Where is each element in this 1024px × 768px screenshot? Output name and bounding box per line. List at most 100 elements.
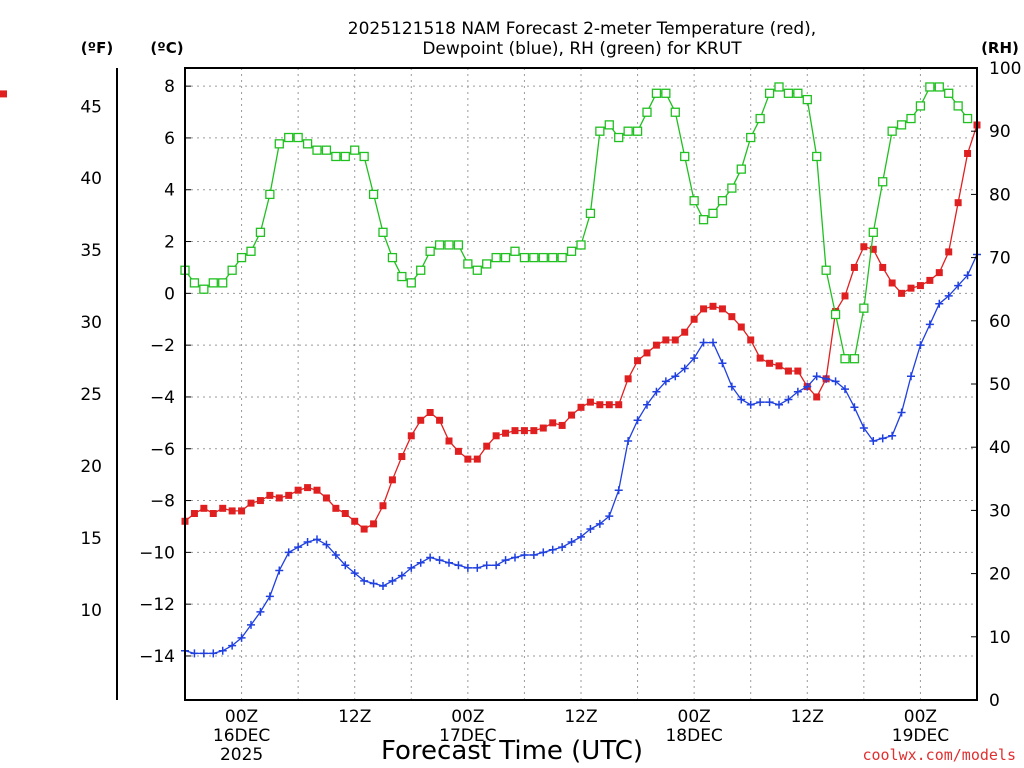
data-point	[821, 265, 831, 275]
data-point	[265, 592, 274, 601]
data-point	[652, 341, 660, 349]
data-point	[727, 183, 737, 193]
data-point	[435, 556, 444, 565]
data-point	[869, 436, 878, 445]
data-point	[728, 313, 736, 321]
data-point	[350, 569, 359, 578]
data-point	[868, 227, 878, 237]
data-point	[189, 278, 200, 288]
data-point	[831, 377, 840, 386]
data-point	[510, 246, 520, 256]
data-point	[585, 208, 596, 219]
fahrenheit-tick-label: 20	[80, 457, 102, 477]
data-point	[841, 385, 849, 394]
data-point	[568, 411, 576, 419]
x-tick-label: 12Z	[791, 707, 824, 727]
data-point	[379, 582, 387, 591]
data-point	[907, 372, 915, 381]
data-point	[945, 248, 953, 256]
data-point	[312, 145, 322, 155]
data-point	[784, 395, 793, 404]
data-point	[643, 349, 651, 357]
data-point	[360, 525, 368, 533]
data-point	[784, 367, 792, 375]
data-point	[850, 403, 859, 412]
data-point	[501, 556, 510, 565]
data-point	[219, 504, 227, 512]
data-point	[783, 88, 794, 98]
data-point	[416, 265, 426, 275]
grid-layer	[185, 68, 977, 700]
data-point	[698, 215, 709, 225]
data-point	[718, 359, 727, 368]
series-rh	[180, 82, 973, 364]
chart-title-line-2: Dewpoint (blue), RH (green) for KRUT	[422, 39, 742, 59]
data-point	[605, 512, 614, 521]
data-point	[227, 265, 237, 275]
data-point	[200, 504, 208, 512]
data-point	[736, 164, 746, 174]
data-point	[397, 271, 407, 282]
fahrenheit-tick-label: 10	[80, 601, 102, 621]
data-point	[963, 271, 972, 280]
data-point	[294, 543, 303, 552]
celsius-tick-label: 2	[164, 233, 175, 253]
data-point	[359, 151, 369, 162]
data-point	[322, 494, 330, 502]
data-point	[935, 269, 943, 277]
data-point	[962, 113, 973, 124]
data-point	[737, 395, 746, 404]
data-point	[463, 259, 473, 269]
data-point	[520, 427, 528, 435]
data-point	[709, 338, 717, 347]
data-point	[322, 540, 331, 549]
data-point	[954, 199, 962, 207]
data-point	[529, 252, 539, 263]
fahrenheit-unit-label: (ºF)	[81, 39, 113, 57]
data-point	[208, 278, 218, 288]
data-point	[426, 408, 434, 416]
data-point	[662, 336, 670, 344]
data-point	[925, 82, 935, 92]
data-point	[464, 455, 472, 463]
data-point	[529, 550, 538, 559]
celsius-tick-label: −8	[150, 492, 175, 512]
data-point	[538, 252, 548, 263]
data-point	[313, 486, 321, 494]
data-point	[879, 263, 887, 271]
celsius-tick-label: −10	[139, 543, 175, 563]
data-point	[246, 246, 256, 256]
data-point	[236, 252, 247, 263]
data-point	[897, 408, 906, 417]
data-point	[436, 416, 444, 424]
data-point	[690, 315, 698, 323]
x-tick-label: 00Z	[904, 707, 937, 727]
data-point	[813, 393, 821, 401]
data-point	[566, 246, 577, 256]
x-tick-label: 18DEC	[665, 726, 722, 746]
data-point	[935, 299, 944, 308]
fahrenheit-tick-label: 30	[80, 313, 102, 333]
rh-tick-label: 30	[989, 501, 1011, 521]
data-point	[944, 88, 954, 98]
data-point	[812, 372, 821, 381]
data-point	[463, 563, 472, 572]
data-point	[700, 305, 708, 313]
data-point	[190, 649, 199, 658]
data-point	[680, 151, 690, 162]
data-point	[934, 82, 944, 92]
chart-title-line-1: 2025121518 NAM Forecast 2-meter Temperat…	[348, 19, 816, 39]
x-tick-label: 12Z	[338, 707, 371, 727]
data-point	[596, 401, 604, 409]
rh-tick-label: 60	[989, 312, 1011, 332]
rh-tick-label: 80	[989, 185, 1011, 205]
data-point	[274, 139, 284, 149]
data-point	[802, 94, 812, 105]
data-point	[915, 101, 926, 111]
rh-tick-label: 10	[989, 628, 1011, 648]
data-point	[953, 101, 963, 111]
data-point	[199, 284, 209, 294]
fahrenheit-tick-label: 15	[80, 529, 102, 549]
data-point	[576, 240, 586, 250]
data-point	[313, 535, 321, 544]
